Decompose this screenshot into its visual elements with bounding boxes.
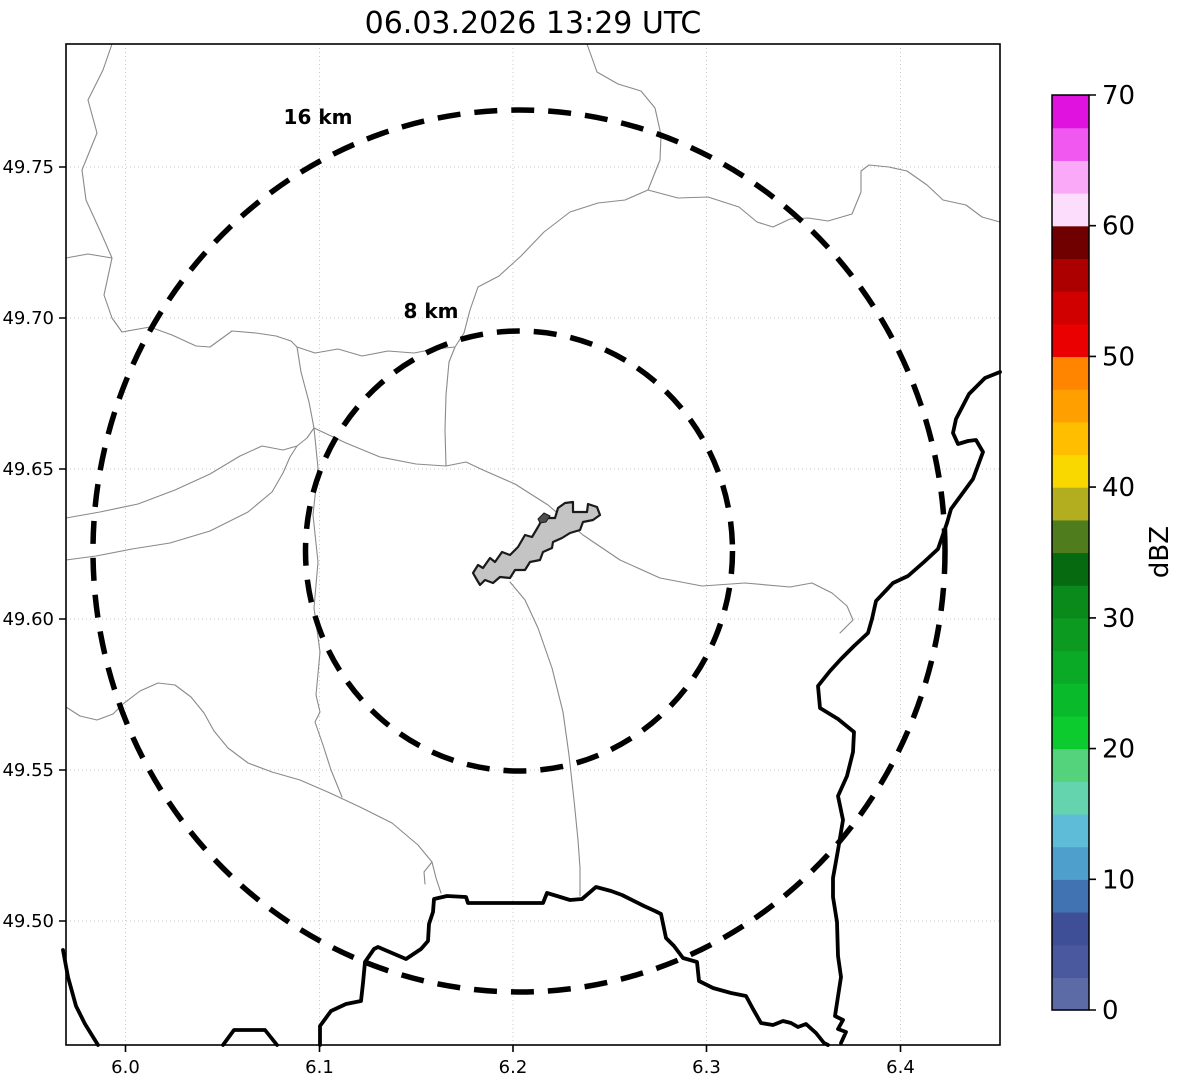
gridlines (66, 44, 1000, 1045)
colorbar-segment (1052, 487, 1089, 521)
colorbar-tick-label: 20 (1102, 735, 1135, 765)
country-border-lines (61, 370, 1002, 1047)
colorbar-tick-label: 10 (1102, 865, 1135, 895)
colorbar-segment (1052, 258, 1089, 292)
colorbar-segment (1052, 160, 1089, 194)
plot-title: 06.03.2026 13:29 UTC (365, 6, 702, 41)
plot-frame (65, 43, 1001, 1046)
x-axis-tick-labels: 6.0 6.1 6.2 6.3 6.4 (111, 1057, 915, 1078)
range-ring-label-8km: 8 km (403, 299, 458, 323)
colorbar-tick-label: 60 (1102, 212, 1135, 242)
colorbar-segment (1052, 748, 1089, 782)
colorbar-axis-label: dBZ (1145, 526, 1175, 578)
colorbar-segment (1052, 389, 1089, 423)
colorbar-segment (1052, 95, 1089, 129)
x-tick-label: 6.4 (886, 1057, 915, 1078)
y-tick-label: 49.75 (2, 157, 54, 178)
colorbar-segment (1052, 421, 1089, 456)
colorbar-segment (1052, 193, 1089, 227)
colorbar-tick-label: 30 (1102, 604, 1135, 634)
y-axis-tick-labels: 49.75 49.70 49.65 49.60 49.55 49.50 (2, 157, 54, 932)
colorbar-tick-marks (1089, 94, 1096, 1011)
colorbar-segment (1052, 519, 1089, 554)
colorbar-segment (1052, 944, 1089, 978)
colorbar-tick-label: 0 (1102, 996, 1119, 1026)
range-ring-8km (302, 328, 736, 774)
colorbar-segment (1052, 291, 1089, 325)
x-tick-label: 6.0 (111, 1057, 140, 1078)
range-ring-label-16km: 16 km (284, 105, 353, 129)
x-tick-label: 6.2 (499, 1057, 528, 1078)
colorbar-segment (1052, 617, 1089, 652)
colorbar-segment (1052, 356, 1089, 390)
y-tick-label: 49.60 (2, 609, 54, 630)
colorbar-segment (1052, 813, 1089, 848)
y-tick-label: 49.50 (2, 911, 54, 932)
colorbar-segment (1052, 683, 1089, 717)
x-tick-label: 6.1 (305, 1057, 334, 1078)
colorbar-segment (1052, 585, 1089, 619)
y-tick-label: 49.70 (2, 308, 54, 329)
airport-outline (471, 500, 602, 587)
colorbar-segment (1052, 225, 1089, 259)
colorbar-segment (1052, 650, 1089, 684)
admin-boundary-lines (65, 43, 1001, 897)
y-tick-label: 49.55 (2, 760, 54, 781)
moselle-river-border (816, 370, 1002, 1045)
colorbar-segment (1052, 911, 1089, 946)
colorbar-segment (1052, 715, 1089, 750)
radar-range-rings (90, 107, 948, 995)
colorbar-segment (1052, 781, 1089, 815)
colorbar-frame (1051, 94, 1090, 1011)
y-tick-label: 49.65 (2, 459, 54, 480)
colorbar (1052, 95, 1089, 1011)
axis-tick-marks (59, 166, 902, 1052)
colorbar-segment (1052, 846, 1089, 880)
colorbar-segment (1052, 977, 1089, 1011)
colorbar-tick-labels: 70 60 50 40 30 20 10 0 (1102, 81, 1135, 1026)
colorbar-tick-label: 40 (1102, 473, 1135, 503)
colorbar-segment (1052, 127, 1089, 161)
colorbar-tick-label: 70 (1102, 81, 1135, 111)
colorbar-segment (1052, 552, 1089, 586)
x-tick-label: 6.3 (692, 1057, 721, 1078)
range-ring-16km (90, 107, 948, 995)
colorbar-segment (1052, 879, 1089, 913)
colorbar-segment (1052, 454, 1089, 488)
colorbar-tick-label: 50 (1102, 342, 1135, 372)
colorbar-segment (1052, 323, 1089, 358)
